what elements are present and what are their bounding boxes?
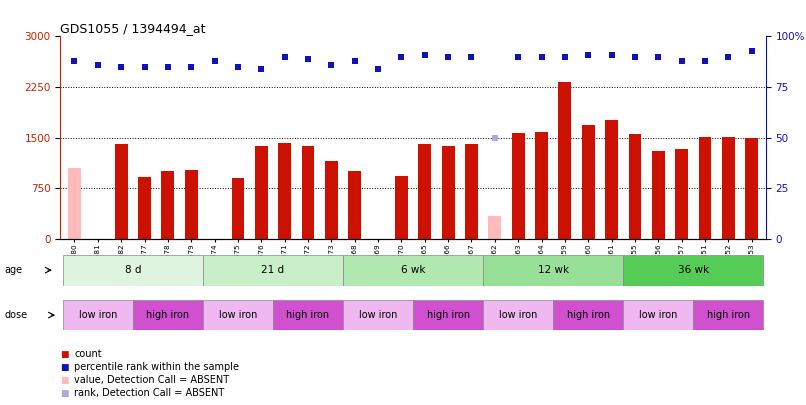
- Bar: [693, 300, 763, 330]
- Text: ■: ■: [60, 363, 69, 372]
- Bar: [133, 300, 203, 330]
- Bar: [231, 178, 244, 239]
- Bar: [418, 145, 431, 239]
- Text: low iron: low iron: [218, 310, 257, 320]
- Text: high iron: high iron: [426, 310, 470, 320]
- Bar: [629, 134, 642, 239]
- Text: 6 wk: 6 wk: [401, 265, 426, 275]
- Bar: [512, 133, 525, 239]
- Bar: [699, 137, 712, 239]
- Text: 21 d: 21 d: [261, 265, 285, 275]
- Bar: [559, 82, 571, 239]
- Text: count: count: [74, 350, 102, 359]
- Bar: [746, 139, 758, 239]
- Bar: [605, 120, 618, 239]
- Bar: [63, 300, 133, 330]
- Bar: [413, 300, 483, 330]
- Text: GDS1055 / 1394494_at: GDS1055 / 1394494_at: [60, 22, 206, 35]
- Bar: [278, 143, 291, 239]
- Bar: [114, 145, 127, 239]
- Bar: [535, 132, 548, 239]
- Bar: [442, 146, 455, 239]
- Text: low iron: low iron: [499, 310, 538, 320]
- Bar: [553, 300, 623, 330]
- Bar: [185, 170, 197, 239]
- Bar: [63, 255, 203, 286]
- Text: high iron: high iron: [286, 310, 330, 320]
- Bar: [483, 300, 553, 330]
- Text: low iron: low iron: [79, 310, 117, 320]
- Bar: [325, 161, 338, 239]
- Bar: [675, 149, 688, 239]
- Bar: [343, 255, 483, 286]
- Bar: [273, 300, 343, 330]
- Bar: [483, 255, 623, 286]
- Bar: [623, 300, 693, 330]
- Text: ■: ■: [60, 389, 69, 398]
- Text: low iron: low iron: [359, 310, 397, 320]
- Text: low iron: low iron: [639, 310, 678, 320]
- Bar: [722, 137, 735, 239]
- Text: high iron: high iron: [147, 310, 189, 320]
- Text: 12 wk: 12 wk: [538, 265, 569, 275]
- Bar: [68, 168, 81, 239]
- Bar: [652, 151, 665, 239]
- Bar: [465, 145, 478, 239]
- Text: ■: ■: [60, 376, 69, 385]
- Bar: [203, 300, 273, 330]
- Bar: [301, 147, 314, 239]
- Text: value, Detection Call = ABSENT: value, Detection Call = ABSENT: [74, 375, 229, 385]
- Bar: [255, 146, 268, 239]
- Bar: [623, 255, 763, 286]
- Text: high iron: high iron: [567, 310, 610, 320]
- Text: rank, Detection Call = ABSENT: rank, Detection Call = ABSENT: [74, 388, 224, 398]
- Bar: [203, 255, 343, 286]
- Text: percentile rank within the sample: percentile rank within the sample: [74, 362, 239, 372]
- Text: 8 d: 8 d: [125, 265, 141, 275]
- Text: 36 wk: 36 wk: [678, 265, 708, 275]
- Bar: [348, 171, 361, 239]
- Bar: [395, 176, 408, 239]
- Bar: [343, 300, 413, 330]
- Bar: [582, 125, 595, 239]
- Bar: [488, 216, 501, 239]
- Text: high iron: high iron: [707, 310, 750, 320]
- Text: ■: ■: [60, 350, 69, 359]
- Text: dose: dose: [4, 310, 27, 320]
- Bar: [138, 177, 151, 239]
- Text: age: age: [4, 265, 22, 275]
- Bar: [161, 171, 174, 239]
